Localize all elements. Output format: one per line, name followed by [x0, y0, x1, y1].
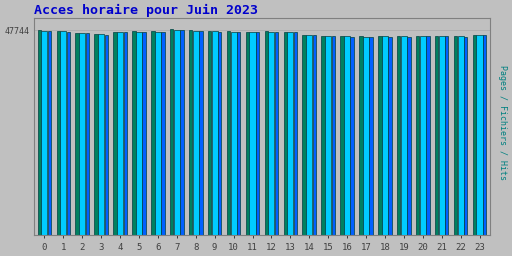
Bar	[117, 32, 123, 235]
Bar	[325, 36, 331, 235]
Bar	[86, 34, 89, 235]
Bar	[370, 37, 373, 235]
Bar	[136, 32, 142, 235]
Bar	[113, 31, 117, 235]
Bar	[94, 34, 98, 235]
Bar	[284, 31, 287, 235]
Bar	[104, 35, 108, 235]
Bar	[132, 31, 136, 235]
Bar	[218, 32, 222, 235]
Bar	[56, 31, 60, 235]
Bar	[322, 36, 325, 235]
Bar	[249, 32, 255, 235]
Bar	[67, 32, 70, 235]
Text: Acces horaire pour Juin 2023: Acces horaire pour Juin 2023	[34, 4, 258, 17]
Bar	[180, 30, 184, 235]
Bar	[401, 36, 407, 235]
Bar	[155, 31, 161, 235]
Bar	[142, 32, 146, 235]
Bar	[230, 31, 237, 235]
Bar	[174, 30, 180, 235]
Bar	[41, 31, 48, 235]
Bar	[306, 35, 312, 235]
Bar	[246, 31, 249, 235]
Bar	[256, 32, 259, 235]
Bar	[388, 37, 392, 235]
Bar	[170, 29, 174, 235]
Bar	[382, 36, 388, 235]
Bar	[313, 35, 316, 235]
Bar	[75, 33, 79, 235]
Bar	[397, 36, 400, 235]
Bar	[98, 34, 104, 235]
Bar	[464, 37, 467, 235]
Bar	[275, 32, 278, 235]
Bar	[416, 36, 419, 235]
Bar	[265, 31, 268, 235]
Bar	[294, 32, 297, 235]
Bar	[287, 32, 293, 235]
Bar	[199, 31, 203, 235]
Bar	[79, 33, 86, 235]
Bar	[48, 31, 51, 235]
Bar	[445, 36, 449, 235]
Bar	[303, 35, 306, 235]
Bar	[483, 35, 486, 235]
Bar	[407, 37, 411, 235]
Bar	[151, 31, 155, 235]
Bar	[344, 36, 350, 235]
Bar	[351, 37, 354, 235]
Text: Pages / Fichiers / Hits: Pages / Fichiers / Hits	[498, 65, 507, 180]
Bar	[363, 37, 369, 235]
Bar	[420, 36, 426, 235]
Bar	[332, 36, 335, 235]
Bar	[359, 36, 362, 235]
Bar	[435, 36, 438, 235]
Bar	[268, 31, 274, 235]
Bar	[193, 31, 199, 235]
Bar	[60, 31, 67, 235]
Bar	[208, 31, 211, 235]
Bar	[458, 36, 464, 235]
Bar	[161, 32, 165, 235]
Bar	[439, 36, 445, 235]
Bar	[426, 36, 430, 235]
Bar	[340, 36, 344, 235]
Bar	[189, 30, 193, 235]
Bar	[473, 35, 476, 235]
Bar	[477, 35, 482, 235]
Bar	[237, 32, 241, 235]
Bar	[123, 32, 127, 235]
Bar	[211, 31, 218, 235]
Bar	[454, 36, 457, 235]
Bar	[37, 30, 41, 235]
Bar	[227, 31, 230, 235]
Bar	[378, 36, 381, 235]
